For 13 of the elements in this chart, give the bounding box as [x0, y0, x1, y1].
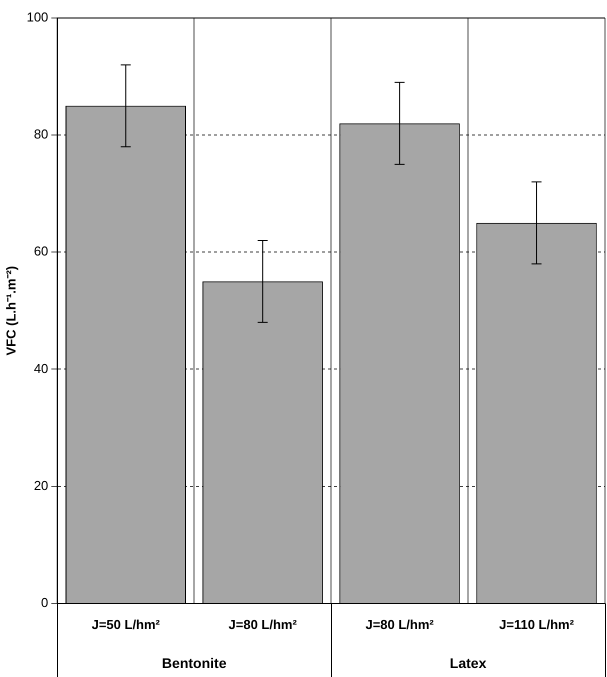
y-tick-label: 0 [41, 594, 48, 610]
x-tick-label: J=80 L/hm² [228, 616, 298, 632]
y-tick-label: 80 [34, 126, 48, 142]
x-tick-label: J=50 L/hm² [92, 616, 161, 632]
y-tick-label: 60 [34, 244, 48, 259]
y-tick-label: 40 [34, 360, 48, 376]
y-axis-title: VFC (L.h⁻¹.m⁻²) [3, 266, 18, 356]
x-tick-label: J=110 L/hm² [499, 616, 575, 632]
y-tick-label: 20 [34, 478, 48, 493]
x-tick-label: J=80 L/hm² [365, 616, 434, 632]
text: Latex [450, 654, 487, 671]
y-tick-label: 100 [26, 10, 48, 25]
text: Bentonite [162, 654, 227, 671]
